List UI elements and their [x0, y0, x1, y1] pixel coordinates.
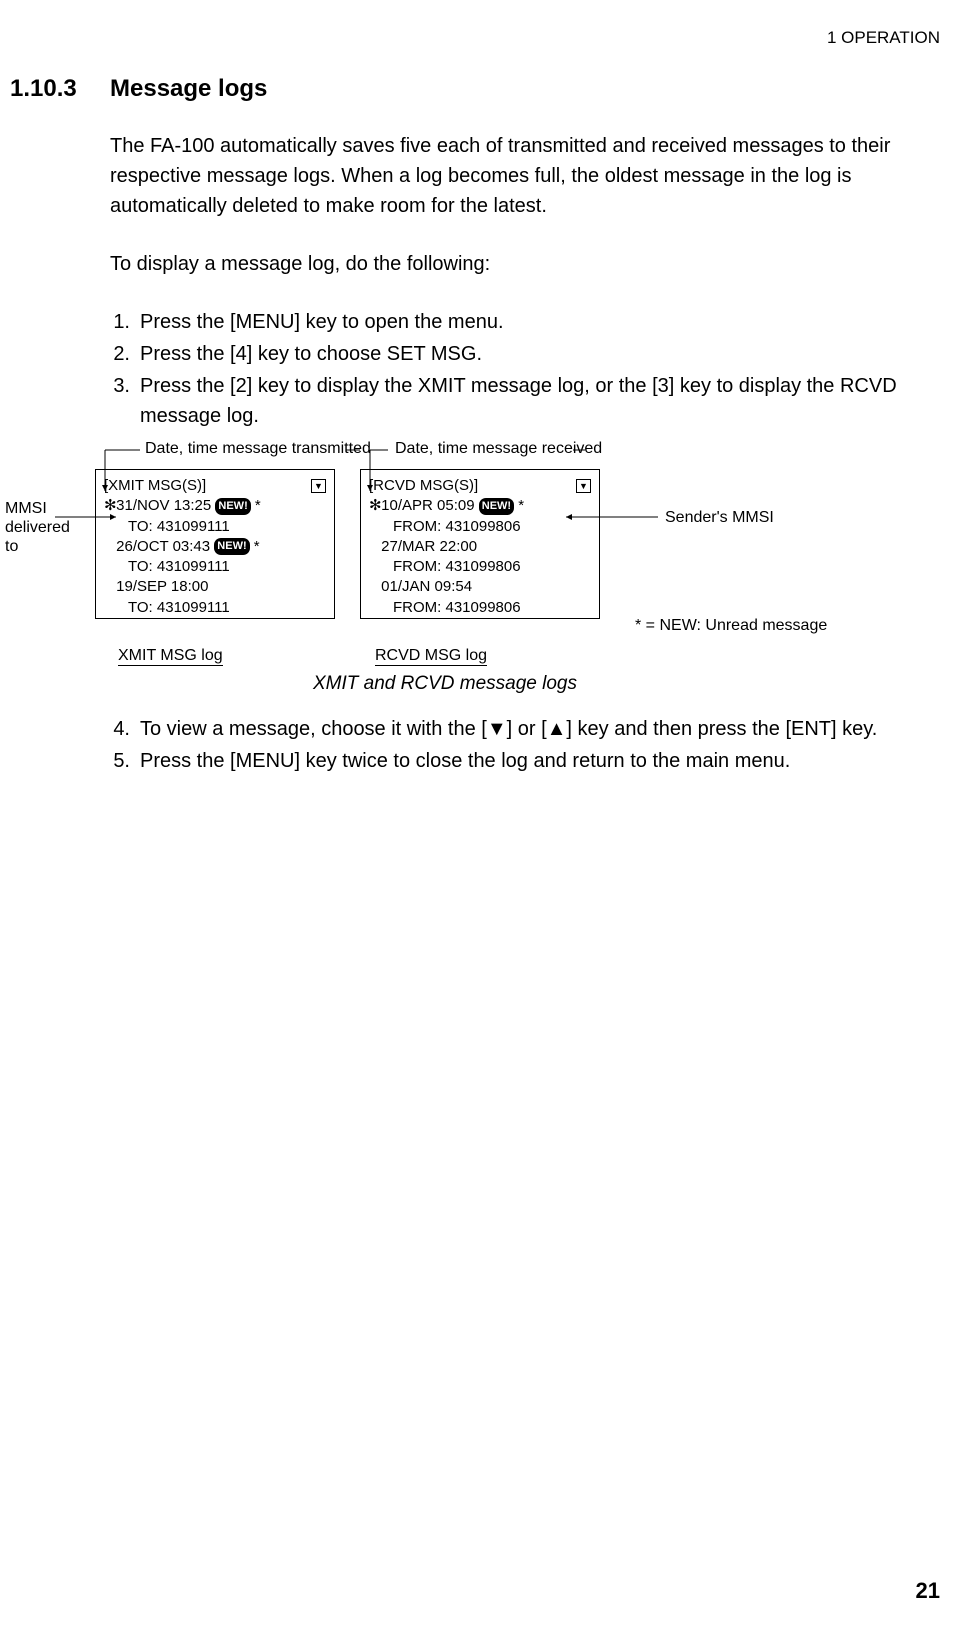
- xmit-msg-box: [XMIT MSG(S)] ✻ 31/NOV 13:25 NEW! * TO: …: [95, 469, 335, 619]
- xmit-row: 19/SEP 18:00: [104, 577, 326, 597]
- step-text: Press the [4] key to choose SET MSG.: [140, 339, 940, 369]
- row-date: 01/JAN 09:54: [381, 578, 472, 595]
- row-date: 10/APR 05:09: [381, 497, 474, 514]
- steps-list-a: 1.Press the [MENU] key to open the menu.…: [110, 307, 940, 431]
- xmit-row: 26/OCT 03:43 NEW! *: [104, 537, 326, 557]
- step-text: To view a message, choose it with the [▼…: [140, 714, 940, 744]
- row-date: 27/MAR 22:00: [381, 538, 477, 555]
- new-badge: NEW!: [214, 538, 249, 555]
- rcvd-msg-box: [RCVD MSG(S)] ✻ 10/APR 05:09 NEW! * FROM…: [360, 469, 600, 619]
- step-text: Press the [MENU] key twice to close the …: [140, 746, 940, 776]
- new-badge: NEW!: [479, 498, 514, 515]
- section-number: 1.10.3: [10, 75, 110, 103]
- callout-xmit-date: Date, time message transmitted: [145, 440, 371, 458]
- new-badge: NEW!: [215, 498, 250, 515]
- step-text: Press the [MENU] key to open the menu.: [140, 307, 940, 337]
- rcvd-row: 27/MAR 22:00: [369, 537, 591, 557]
- callout-sender-mmsi: Sender's MMSI: [665, 509, 774, 527]
- scroll-down-icon: [311, 479, 326, 493]
- row-sub: FROM: 431099806: [369, 598, 591, 618]
- row-sub: FROM: 431099806: [369, 557, 591, 577]
- rcvd-row: 01/JAN 09:54: [369, 577, 591, 597]
- row-date: 26/OCT 03:43: [116, 538, 210, 555]
- section-title: Message logs: [110, 75, 267, 103]
- row-date: 19/SEP 18:00: [116, 578, 208, 595]
- step-num: 4.: [110, 714, 140, 744]
- step-num: 5.: [110, 746, 140, 776]
- scroll-down-icon: [576, 479, 591, 493]
- lead-paragraph: To display a message log, do the followi…: [110, 249, 940, 279]
- callout-mmsi-to: MMSI delivered to: [5, 499, 85, 557]
- diagram-area: Date, time message transmitted Date, tim…: [10, 437, 940, 702]
- step-num: 2.: [110, 339, 140, 369]
- page-number: 21: [916, 1578, 940, 1604]
- step-num: 1.: [110, 307, 140, 337]
- selector-icon: ✻: [104, 496, 112, 516]
- xmit-box-title: [XMIT MSG(S)]: [104, 476, 206, 496]
- unread-star: *: [518, 497, 524, 514]
- callout-unread: * = NEW: Unread message: [635, 617, 827, 635]
- steps-list-b: 4.To view a message, choose it with the …: [110, 714, 940, 776]
- row-sub: TO: 431099111: [104, 598, 326, 618]
- row-sub: TO: 431099111: [104, 557, 326, 577]
- row-date: 31/NOV 13:25: [116, 497, 211, 514]
- callout-rcvd-date: Date, time message received: [395, 440, 602, 458]
- row-sub: FROM: 431099806: [369, 517, 591, 537]
- intro-paragraph: The FA-100 automatically saves five each…: [110, 131, 940, 221]
- rcvd-box-title: [RCVD MSG(S)]: [369, 476, 478, 496]
- page-header: 1 OPERATION: [827, 28, 940, 48]
- rcvd-log-label: RCVD MSG log: [375, 647, 487, 666]
- rcvd-row: ✻ 10/APR 05:09 NEW! *: [369, 496, 591, 516]
- xmit-log-label: XMIT MSG log: [118, 647, 223, 666]
- step-num: 3.: [110, 371, 140, 431]
- xmit-row: ✻ 31/NOV 13:25 NEW! *: [104, 496, 326, 516]
- step-text: Press the [2] key to display the XMIT me…: [140, 371, 940, 431]
- diagram-caption: XMIT and RCVD message logs: [10, 673, 880, 695]
- unread-star: *: [254, 538, 260, 555]
- selector-icon: ✻: [369, 496, 377, 516]
- row-sub: TO: 431099111: [104, 517, 326, 537]
- unread-star: *: [255, 497, 261, 514]
